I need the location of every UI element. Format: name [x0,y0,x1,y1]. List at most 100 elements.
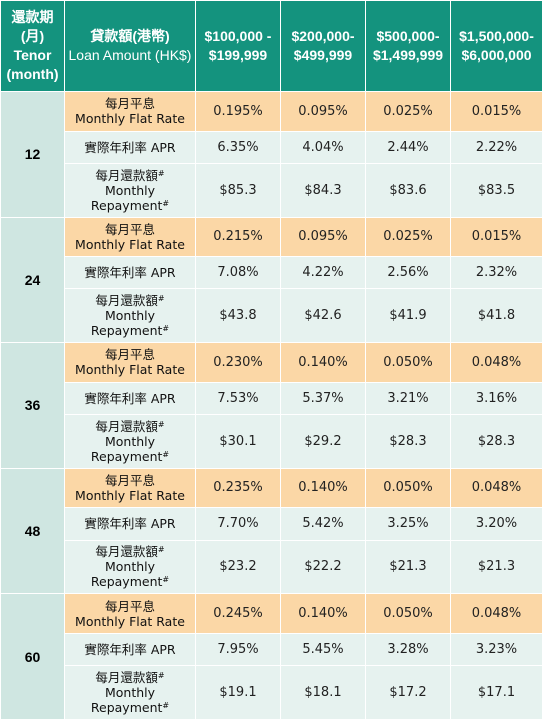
monthly-repayment-row: 每月還款額# Monthly Repayment# $23.2 $22.2 $21.3 $2… [1,539,542,595]
monthly-repayment-row: 每月還款額# Monthly Repayment# $85.3 $84.3 $83.6 $8… [1,162,542,218]
flat-rate-value: 0.050% [365,467,451,509]
flat-rate-label-en: Monthly Flat Rate [75,487,185,503]
flat-rate-value: 0.050% [365,593,451,634]
monthly-repayment-value: $21.3 [365,539,451,595]
monthly-repayment-label-zh-text: 每月還款額 [95,544,158,560]
flat-rate-value: 0.095% [280,91,366,132]
monthly-repayment-label-en2-text: Repayment [90,323,163,339]
apr-label: 實際年利率 APR [64,381,196,416]
flat-rate-value: 0.025% [365,216,451,258]
monthly-repayment-label-en2: Repayment# [65,574,195,589]
apr-row: 實際年利率 APR 7.70% 5.42% 3.25% 3.20% [1,507,542,541]
flat-rate-label-en: Monthly Flat Rate [75,613,185,629]
apr-value: 3.28% [365,632,451,667]
apr-value: 2.44% [365,130,451,164]
footnote-mark: # [162,701,170,711]
range-header-1: $100,000 - $199,999 [195,0,281,92]
tenor-cell: 12 [0,91,65,218]
monthly-repayment-label: 每月還款額# Monthly Repayment# [64,288,196,344]
monthly-repayment-value: $17.2 [365,665,451,720]
loan-amount-header-zh: 貸款額(港幣) [90,28,170,44]
flat-rate-label-zh: 每月平息 [104,347,155,363]
monthly-repayment-row: 每月還款額# Monthly Repayment# $30.1 $29.2 $28.3 $2… [1,414,542,469]
flat-rate-label: 每月平息 Monthly Flat Rate [64,342,196,383]
range-header-2: $200,000- $499,999 [280,0,366,92]
monthly-repayment-row: 每月還款額# Monthly Repayment# $43.8 $42.6 $41.9 $4… [1,288,542,344]
flat-rate-value: 0.140% [280,342,366,383]
monthly-repayment-value: $17.1 [450,665,542,720]
flat-rate-label-zh: 每月平息 [104,598,155,614]
monthly-repayment-label-zh-text: 每月還款額 [95,167,158,183]
tenor-cell: 48 [0,467,65,595]
apr-row: 實際年利率 APR 7.95% 5.45% 3.28% 3.23% [1,632,542,667]
apr-value: 2.22% [450,130,542,164]
flat-rate-label-zh: 每月平息 [104,472,155,488]
monthly-repayment-value: $28.3 [450,414,542,469]
flat-rate-value: 0.140% [280,593,366,634]
monthly-repayment-label-zh: 每月還款額# [65,544,195,559]
flat-rate-label-zh: 每月平息 [104,221,155,237]
monthly-repayment-value: $22.2 [280,539,366,595]
monthly-repayment-row: 每月還款額# Monthly Repayment# $19.1 $18.1 $17.2 $1… [1,665,542,720]
monthly-repayment-value: $84.3 [280,162,366,218]
flat-rate-row: 36 每月平息 Monthly Flat Rate 0.230% 0.140% 0.050… [0,342,542,469]
monthly-repayment-label-zh: 每月還款額# [65,293,195,308]
flat-rate-label: 每月平息 Monthly Flat Rate [64,216,196,258]
tenor-cell: 24 [0,216,65,344]
footnote-mark: # [157,419,165,429]
flat-rate-value: 0.215% [195,216,281,258]
apr-value: 4.04% [280,130,366,164]
apr-row: 實際年利率 APR 7.08% 4.22% 2.56% 2.32% [1,256,542,290]
apr-value: 3.25% [365,507,451,541]
footnote-mark: # [157,168,165,178]
monthly-repayment-label-en2-text: Repayment [90,197,163,213]
tenor-header-zh-unit: (月) [20,28,45,44]
monthly-repayment-label-en2: Repayment# [65,198,195,213]
apr-value: 5.37% [280,381,366,416]
monthly-repayment-label-zh: 每月還款額# [65,168,195,183]
range-header-2-from: $200,000- [291,28,355,44]
monthly-repayment-value: $85.3 [195,162,281,218]
tenor-header: 還款期 (月) Tenor (month) [0,0,65,92]
monthly-repayment-label-en2-text: Repayment [90,574,163,590]
footnote-mark: # [162,324,170,334]
range-header-3: $500,000- $1,499,999 [365,0,451,92]
range-header-1-from: $100,000 - [204,28,272,44]
header-row: 還款期 (月) Tenor (month) 貸款額(港幣) Loan Amoun… [0,0,542,92]
apr-label: 實際年利率 APR [64,632,196,667]
monthly-repayment-label-en1: Monthly [104,308,156,324]
monthly-repayment-label-en1: Monthly [104,685,156,701]
loan-amount-header-en: Loan Amount (HK$) [68,47,192,63]
monthly-repayment-value: $21.3 [450,539,542,595]
tenor-cell: 36 [0,342,65,469]
tenor-cell: 60 [0,593,65,720]
monthly-repayment-label-en1: Monthly [104,433,156,449]
flat-rate-value: 0.015% [450,91,542,132]
flat-rate-value: 0.230% [195,342,281,383]
apr-value: 5.42% [280,507,366,541]
range-header-2-to: $499,999 [293,47,353,63]
footnote-mark: # [162,575,170,585]
tenor-header-en: Tenor [13,47,52,63]
apr-value: 3.16% [450,381,542,416]
apr-value: 7.08% [195,256,281,290]
flat-rate-value: 0.245% [195,593,281,634]
apr-row: 實際年利率 APR 6.35% 4.04% 2.44% 2.22% [1,130,542,164]
monthly-repayment-label-en1: Monthly [104,182,156,198]
range-header-4-from: $1,500,000- [459,28,534,44]
range-header-1-to: $199,999 [208,47,268,63]
monthly-repayment-value: $41.9 [365,288,451,344]
apr-value: 3.20% [450,507,542,541]
monthly-repayment-label: 每月還款額# Monthly Repayment# [64,539,196,595]
flat-rate-label: 每月平息 Monthly Flat Rate [64,593,196,634]
monthly-repayment-value: $29.2 [280,414,366,469]
flat-rate-value: 0.048% [450,342,542,383]
monthly-repayment-label-zh: 每月還款額# [65,670,195,685]
tenor-header-en-unit: (month) [6,66,59,82]
flat-rate-label-en: Monthly Flat Rate [75,362,185,378]
flat-rate-label-en: Monthly Flat Rate [75,236,185,252]
monthly-repayment-value: $19.1 [195,665,281,720]
monthly-repayment-value: $42.6 [280,288,366,344]
monthly-repayment-label-en2: Repayment# [65,449,195,464]
flat-rate-label: 每月平息 Monthly Flat Rate [64,467,196,509]
